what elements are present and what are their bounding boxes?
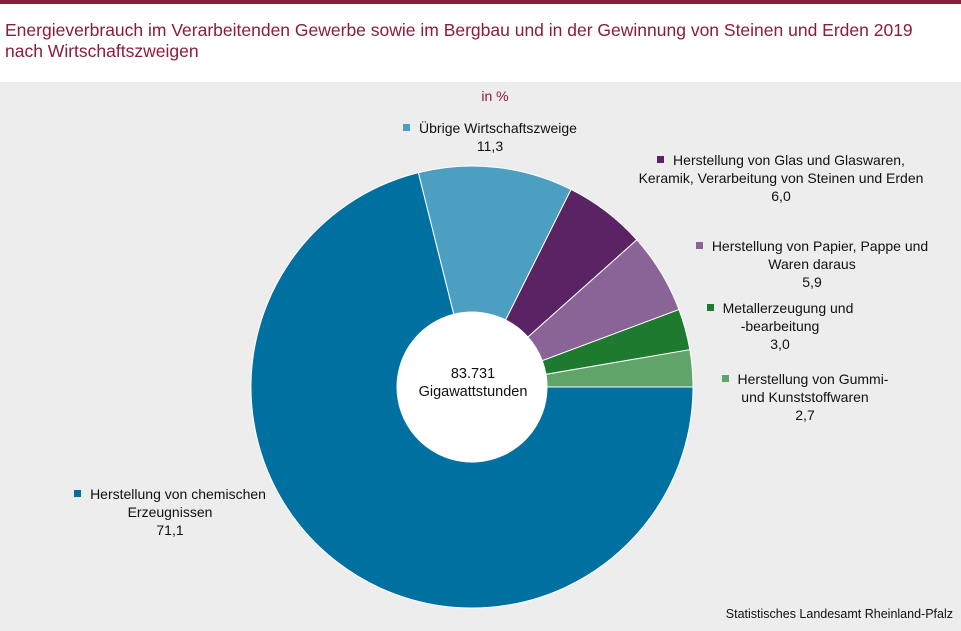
donut-hole [397, 312, 547, 462]
header: Energieverbrauch im Verarbeitenden Gewer… [0, 4, 961, 74]
legend-value-uebrige: 11,3 [476, 138, 504, 154]
legend-text-gummi-1: Herstellung von Gummi- [737, 371, 889, 387]
legend-swatch-gummi [721, 375, 729, 382]
legend-text-gummi-2: und Kunststoffwaren [741, 389, 869, 405]
legend-value-chemie: 71,1 [156, 522, 184, 538]
legend-label-uebrige: Übrige Wirtschaftszweige 11,3 [340, 119, 640, 155]
legend-label-metall: Metallerzeugung und -bearbeitung 3,0 [680, 299, 880, 353]
legend-text-glas-2: Keramik, Verarbeitung von Steinen und Er… [638, 170, 924, 186]
center-total-unit: Gigawattstunden [418, 384, 528, 400]
legend-value-glas: 6,0 [771, 188, 791, 204]
legend-swatch-papier [695, 242, 703, 249]
legend-text-metall-2: -bearbeitung [740, 318, 820, 334]
center-total-value: 83.731 [450, 366, 496, 382]
legend-label-papier: Herstellung von Papier, Pappe und Waren … [668, 237, 956, 291]
source-note: Statistisches Landesamt Rheinland-Pfalz [725, 607, 953, 621]
legend-text-glas-1: Herstellung von Glas und Glaswaren, [673, 152, 905, 168]
legend-value-metall: 3,0 [770, 336, 790, 352]
center-total: 83.731 Gigawattstunden [398, 365, 548, 401]
legend-swatch-chemie [74, 490, 82, 497]
legend-swatch-uebrige [403, 124, 411, 131]
legend-label-gummi: Herstellung von Gummi- und Kunststoffwar… [695, 370, 915, 424]
legend-value-gummi: 2,7 [795, 407, 815, 423]
legend-text-papier-2: Waren daraus [768, 256, 856, 272]
legend-label-glas: Herstellung von Glas und Glaswaren, Kera… [605, 151, 957, 205]
legend-value-papier: 5,9 [802, 274, 822, 290]
legend-text-chemie-2: Erzeugnissen [127, 504, 213, 520]
legend-text-metall-1: Metallerzeugung und [722, 300, 854, 316]
top-accent-bar [0, 0, 961, 4]
unit-label: in % [481, 88, 509, 104]
legend-text-uebrige-1: Übrige Wirtschaftszweige [419, 120, 577, 136]
legend-label-chemie: Herstellung von chemischen Erzeugnissen … [20, 485, 320, 539]
legend-text-chemie-1: Herstellung von chemischen [90, 486, 266, 502]
legend-text-papier-1: Herstellung von Papier, Pappe und [711, 238, 929, 254]
legend-swatch-glas [657, 156, 665, 163]
chart-title: Energieverbrauch im Verarbeitenden Gewer… [5, 20, 913, 61]
legend-swatch-metall [706, 304, 714, 311]
